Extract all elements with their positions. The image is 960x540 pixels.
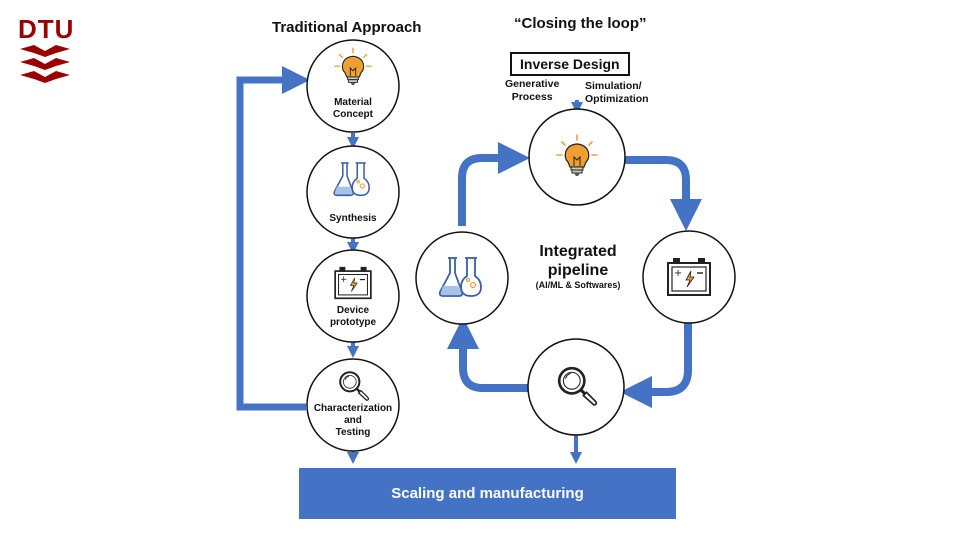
center-title-line-2: pipeline	[547, 262, 609, 279]
loop-node-synthesis	[415, 231, 509, 325]
node-device-prototype	[306, 249, 400, 343]
center-subtitle: (AI/ML & Softwares)	[535, 280, 621, 290]
dtu-logo: DTU	[18, 14, 74, 94]
inverse-design-box: Inverse Design	[510, 52, 630, 76]
loop-node-testing	[527, 338, 625, 436]
center-title-line-1: Integrated	[539, 243, 617, 260]
loop-node-device	[642, 230, 736, 324]
generative-process-label: Generative Process	[505, 78, 560, 103]
label-device-prototype: Device prototype	[329, 305, 377, 328]
node-synthesis	[306, 145, 400, 239]
arrow-bulb-to-battery	[621, 156, 702, 231]
closing-loop-title: “Closing the loop”	[514, 15, 647, 32]
arrow-flasks-to-bulb	[458, 142, 530, 226]
arrow-battery-to-magnifier	[620, 322, 692, 408]
label-synthesis: Synthesis	[329, 213, 377, 224]
loop-node-concept	[528, 108, 626, 206]
label-material-concept: Material Concept	[333, 97, 373, 120]
loop-arrows	[447, 142, 702, 408]
label-characterization: Characterization and Testing	[313, 403, 393, 438]
arrow-magnifier-to-flasks	[447, 317, 528, 392]
traditional-title: Traditional Approach	[272, 19, 422, 36]
node-material-concept	[306, 39, 400, 133]
scaling-manufacturing-bar: Scaling and manufacturing	[299, 468, 676, 519]
logo-text: DTU	[18, 14, 75, 44]
simulation-optimization-label: Simulation/ Optimization	[585, 80, 649, 105]
integrated-pipeline: Integrated pipeline (AI/ML & Softwares)	[518, 242, 638, 290]
node-characterization	[306, 358, 400, 452]
arrow-feedback-loop	[236, 66, 310, 411]
scaling-label: Scaling and manufacturing	[391, 485, 584, 502]
logo-waves-icon	[20, 45, 70, 83]
